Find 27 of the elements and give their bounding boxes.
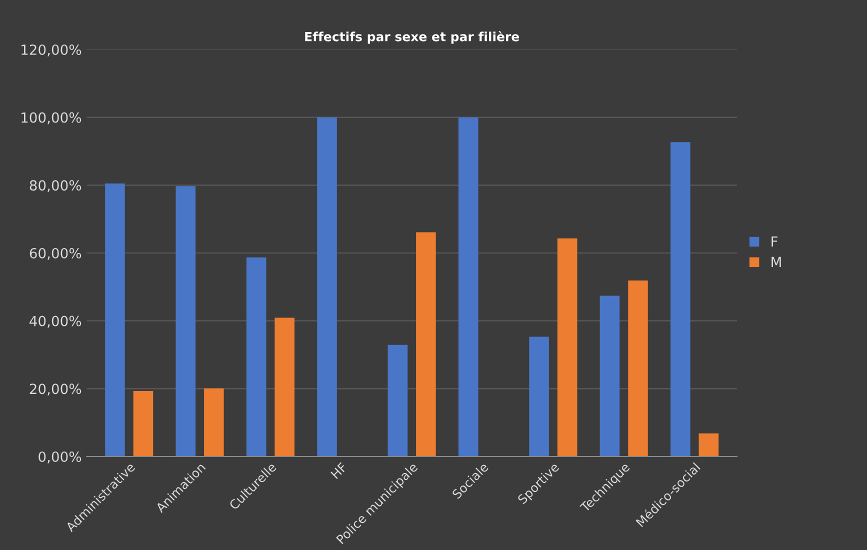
y-tick-label: 100,00% [22,112,82,124]
legend-label: F [772,236,778,247]
bar [274,318,294,456]
bar [246,257,266,456]
y-tick-label: 0,00% [38,451,82,464]
bar [416,232,436,456]
bar [628,280,648,456]
bar [388,344,408,456]
bar [698,433,719,456]
y-tick-label: 20,00% [30,384,82,396]
bar [317,117,337,456]
bar [529,336,549,456]
y-tick-label: 120,00% [22,44,82,56]
bar [600,296,620,456]
bar [204,388,224,456]
x-tick-label: HF [330,462,348,479]
legend-label: M [772,256,781,268]
bar [133,391,154,456]
bar [105,183,125,456]
y-tick-label: 60,00% [30,248,82,260]
bar [458,117,478,456]
bar [670,142,690,456]
bar [176,186,196,456]
y-tick-label: 40,00% [30,316,82,328]
y-tick-label: 80,00% [30,180,82,192]
chart-title: Effectifs par sexe et par filière [305,31,520,44]
bar [557,238,578,456]
